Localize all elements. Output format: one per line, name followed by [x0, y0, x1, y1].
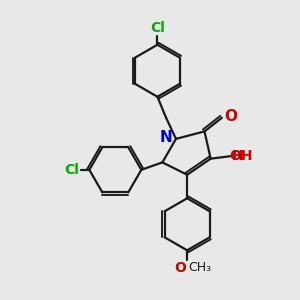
Text: Cl: Cl — [150, 21, 165, 35]
Text: H: H — [232, 149, 243, 163]
Text: O: O — [174, 261, 186, 275]
Text: N: N — [160, 130, 172, 145]
Text: Cl: Cl — [64, 163, 80, 177]
Text: O: O — [224, 109, 237, 124]
Text: CH₃: CH₃ — [188, 261, 212, 274]
Text: OH: OH — [229, 149, 253, 163]
